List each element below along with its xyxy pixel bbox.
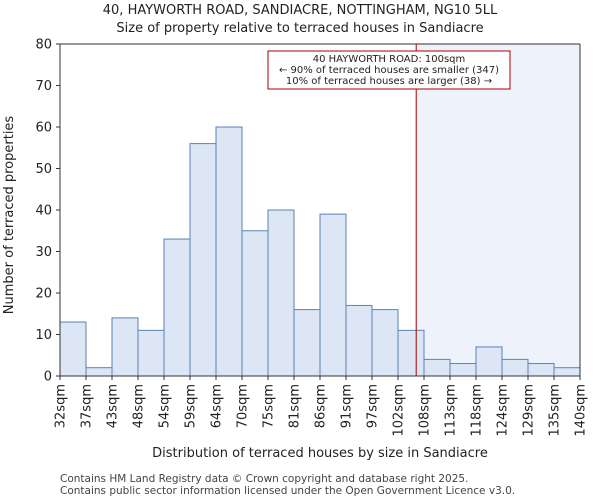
x-tick-label-32sqm: 32sqm xyxy=(54,384,69,428)
footer-line-2: Contains public sector information licen… xyxy=(60,485,515,497)
bar-81sqm xyxy=(293,309,321,377)
plot-area: 0 10 20 30 40 50 60 70 80 32sqm 37sqm 43sqm 48sqm 54s… xyxy=(35,38,588,437)
y-tick-label-20: 20 xyxy=(35,287,52,302)
bar-70sqm xyxy=(241,230,269,377)
x-axis-label: Distribution of terraced houses by size … xyxy=(152,446,488,461)
x-tick-label-124sqm: 124sqm xyxy=(496,384,511,437)
annotation-line-3: 10% of terraced houses are larger (38) → xyxy=(286,76,492,87)
x-tick-label-75sqm: 75sqm xyxy=(262,384,277,428)
bar-97sqm xyxy=(371,309,399,377)
annotation-line-1: 40 HAYWORTH ROAD: 100sqm xyxy=(313,54,466,65)
x-tick-label-43sqm: 43sqm xyxy=(106,384,121,428)
y-tick-label-70: 70 xyxy=(35,79,52,94)
annotation-box xyxy=(267,50,511,90)
bar-43sqm xyxy=(111,317,139,377)
bar-118sqm xyxy=(475,346,503,377)
bar-48sqm xyxy=(137,329,165,377)
bar-113sqm xyxy=(449,363,477,377)
bar-54sqm xyxy=(163,238,191,377)
x-tick-label-37sqm: 37sqm xyxy=(80,384,95,428)
y-tick-label-40: 40 xyxy=(35,204,52,219)
y-axis-label: Number of terraced properties xyxy=(2,116,17,315)
x-tick-label-81sqm: 81sqm xyxy=(288,384,303,428)
y-tick-label-0: 0 xyxy=(44,370,52,385)
bar-75sqm xyxy=(267,209,295,377)
bar-102sqm xyxy=(397,329,425,377)
x-tick-label-70sqm: 70sqm xyxy=(236,384,251,428)
x-tick-label-59sqm: 59sqm xyxy=(184,384,199,428)
y-tick-label-30: 30 xyxy=(35,245,52,260)
bar-129sqm xyxy=(527,363,555,377)
annotation-line-2: ← 90% of terraced houses are smaller (34… xyxy=(279,65,499,76)
bar-91sqm xyxy=(345,304,373,377)
y-tick-label-10: 10 xyxy=(35,328,52,343)
x-tick-label-97sqm: 97sqm xyxy=(366,384,381,428)
bar-37sqm xyxy=(85,367,113,377)
bar-135sqm xyxy=(553,367,581,377)
x-tick-label-102sqm: 102sqm xyxy=(392,384,407,437)
bar-108sqm xyxy=(423,358,451,377)
bar-32sqm xyxy=(59,321,87,377)
y-tick-label-60: 60 xyxy=(35,121,52,136)
x-tick-label-108sqm: 108sqm xyxy=(418,384,433,437)
highlight-region xyxy=(416,44,580,376)
x-tick-label-91sqm: 91sqm xyxy=(340,384,355,428)
x-tick-label-135sqm: 135sqm xyxy=(548,384,563,437)
x-tick-label-113sqm: 113sqm xyxy=(444,384,459,437)
x-tick-label-118sqm: 118sqm xyxy=(470,384,485,437)
bar-86sqm xyxy=(319,213,347,377)
x-tick-label-140sqm: 140sqm xyxy=(574,384,589,437)
bar-124sqm xyxy=(501,358,529,377)
chart-title: 40, HAYWORTH ROAD, SANDIACRE, NOTTINGHAM… xyxy=(103,3,498,18)
footer-line-1: Contains HM Land Registry data © Crown c… xyxy=(60,473,468,485)
x-tick-label-86sqm: 86sqm xyxy=(314,384,329,428)
y-tick-label-50: 50 xyxy=(35,162,52,177)
y-tick-label-80: 80 xyxy=(35,38,52,53)
x-tick-label-64sqm: 64sqm xyxy=(210,384,225,428)
bar-59sqm xyxy=(189,143,217,377)
bar-64sqm xyxy=(215,126,243,377)
chart-subtitle: Size of property relative to terraced ho… xyxy=(116,21,483,36)
x-tick-label-48sqm: 48sqm xyxy=(132,384,147,428)
x-tick-label-54sqm: 54sqm xyxy=(158,384,173,428)
x-tick-label-129sqm: 129sqm xyxy=(522,384,537,437)
